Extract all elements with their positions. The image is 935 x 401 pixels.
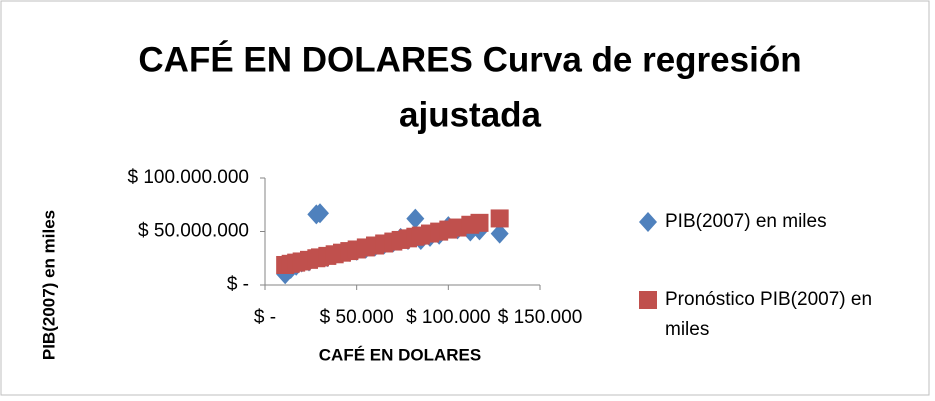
point: [490, 209, 509, 228]
x-tick-label: $ 50.000: [320, 307, 394, 328]
point: [470, 213, 489, 232]
x-tick-label: $ 150.000: [498, 307, 583, 328]
x-tick-label: $ 100.000: [406, 307, 491, 328]
legend-marker: [639, 212, 657, 232]
point: [311, 203, 329, 224]
legend-label: PIB(2007) en miles: [665, 211, 827, 232]
x-axis-label: CAFÉ EN DOLARES: [319, 345, 481, 364]
point: [490, 223, 509, 244]
x-tick-label: $ -: [254, 307, 276, 328]
y-tick-label: $ -: [227, 274, 249, 295]
legend-marker: [639, 291, 657, 309]
y-tick-label: $ 50.000.000: [138, 221, 249, 242]
chart-title-line: ajustada: [399, 95, 542, 134]
chart-title-line: CAFÉ EN DOLARES Curva de regresión: [138, 39, 801, 79]
point: [406, 208, 425, 229]
y-axis-label: PIB(2007) en miles: [39, 210, 58, 360]
y-tick-label: $ 100.000.000: [127, 167, 249, 188]
legend-label: Pronóstico PIB(2007) en miles: [665, 289, 873, 340]
